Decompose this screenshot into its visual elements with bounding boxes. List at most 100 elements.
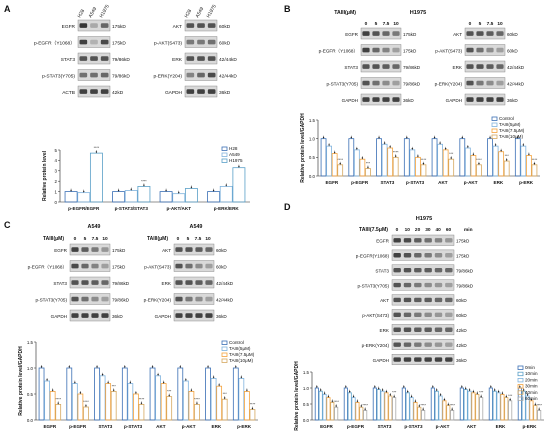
blot-band xyxy=(100,56,109,61)
time-label: 30 xyxy=(425,227,431,233)
blot-band xyxy=(207,56,216,61)
blot-band xyxy=(197,89,205,94)
significance-mark: **** xyxy=(83,400,89,404)
bar xyxy=(38,367,45,421)
blot-band xyxy=(79,39,88,45)
x-tick-label: p-AKT xyxy=(182,424,196,429)
blot-strip xyxy=(391,324,455,336)
blot-row-label: p-ERK(Y204) xyxy=(144,297,172,302)
bar xyxy=(363,409,368,421)
legend-swatch xyxy=(517,390,524,395)
bar xyxy=(372,387,377,421)
blot-band xyxy=(100,72,109,78)
x-tick-label: p-STAT3 xyxy=(124,424,143,429)
legend-swatch xyxy=(221,146,228,151)
significance-mark: *** xyxy=(449,152,454,156)
blot-kd-label: 79/86kD xyxy=(112,297,130,302)
blot-band xyxy=(424,253,432,258)
x-tick-label: p-AKT/AKT xyxy=(167,206,192,211)
bar xyxy=(467,390,472,421)
lane-label: H1975 xyxy=(206,3,218,19)
blot-band xyxy=(403,267,412,273)
bar xyxy=(496,392,501,421)
blot-band xyxy=(424,327,432,332)
bar xyxy=(177,367,184,421)
blot-kd-label: 175kD xyxy=(456,253,470,258)
blot-strip xyxy=(173,309,215,322)
blot-band xyxy=(445,267,453,273)
blot-band xyxy=(101,280,109,285)
dose-header: TAIII(μM) xyxy=(147,236,168,242)
bar xyxy=(149,367,156,421)
blot-band xyxy=(195,313,203,318)
bar xyxy=(476,164,482,177)
blot-band xyxy=(81,296,89,302)
blot-band xyxy=(445,253,453,258)
blot-band xyxy=(392,47,400,53)
blot-kd-label: 36kD xyxy=(112,314,123,319)
blot-strip xyxy=(360,27,402,40)
bar xyxy=(470,155,477,177)
y-tick-label: 0 xyxy=(55,200,58,205)
blot-band xyxy=(393,312,401,318)
bar xyxy=(232,167,246,203)
bar xyxy=(184,188,198,203)
blot-row-label: p-AKT(S473) xyxy=(362,313,389,318)
bar xyxy=(44,380,50,421)
blot-row-label: ERK xyxy=(380,328,390,333)
blot-band xyxy=(445,342,453,347)
bar xyxy=(471,392,476,421)
y-tick-label: 1.0 xyxy=(303,386,310,391)
panel-letter-B: B xyxy=(284,4,291,14)
dose-label: 0 xyxy=(177,236,180,242)
blot-band xyxy=(476,47,484,53)
significance-mark: **** xyxy=(449,403,455,407)
blot-band xyxy=(186,89,195,94)
blot-kd-label: 60kD xyxy=(456,298,467,303)
y-tick-label: 1.5 xyxy=(27,340,34,345)
bar xyxy=(437,143,443,177)
bar xyxy=(166,396,173,421)
x-tick-label: p-EGFR/EGFR xyxy=(68,206,100,211)
significance-mark: **** xyxy=(362,403,368,407)
bar xyxy=(121,367,128,421)
blot-band xyxy=(393,238,401,243)
blot-band xyxy=(79,89,88,94)
blot-band xyxy=(424,297,432,303)
legend-swatch xyxy=(221,340,228,345)
bar xyxy=(355,401,360,421)
blot-band xyxy=(392,97,400,102)
blot-row-label: AKT xyxy=(173,24,182,30)
blot-band xyxy=(71,296,79,302)
blot-band xyxy=(382,47,390,53)
blot-kd-label: 175kD xyxy=(112,248,126,253)
blot-band xyxy=(382,31,390,36)
blot-strip xyxy=(391,339,455,350)
blot-band xyxy=(382,64,390,69)
bar xyxy=(464,147,471,177)
blot-band xyxy=(486,64,494,69)
significance-mark: **** xyxy=(421,158,427,162)
blot-kd-label: 36kD xyxy=(216,314,227,319)
bar-chart-A: 0 1 2 3 4 5 Relative protein level p-EGFR/EGFR *… xyxy=(42,146,250,211)
time-unit: min xyxy=(464,227,473,233)
dose-label: 0 xyxy=(469,21,472,27)
blot-band xyxy=(91,280,99,285)
blot-band xyxy=(445,327,453,332)
blot-band xyxy=(445,282,453,288)
blot-band xyxy=(466,97,474,102)
blot-row-label: p-AKT(S473) xyxy=(435,48,462,53)
blot-kd-label: 36kD xyxy=(403,98,414,103)
blot-kd-label: 175kD xyxy=(403,48,417,53)
blot-band xyxy=(90,72,98,78)
blot-kd-label: 79/86kD xyxy=(403,81,421,86)
legend-entry: TAIII(7.5μM) xyxy=(229,352,255,357)
blot-band xyxy=(393,342,401,347)
blot-kd-label: 60kD xyxy=(216,264,227,269)
blot-band xyxy=(414,342,422,347)
blot-kd-label: 175kD xyxy=(456,239,470,244)
bar xyxy=(238,377,245,421)
